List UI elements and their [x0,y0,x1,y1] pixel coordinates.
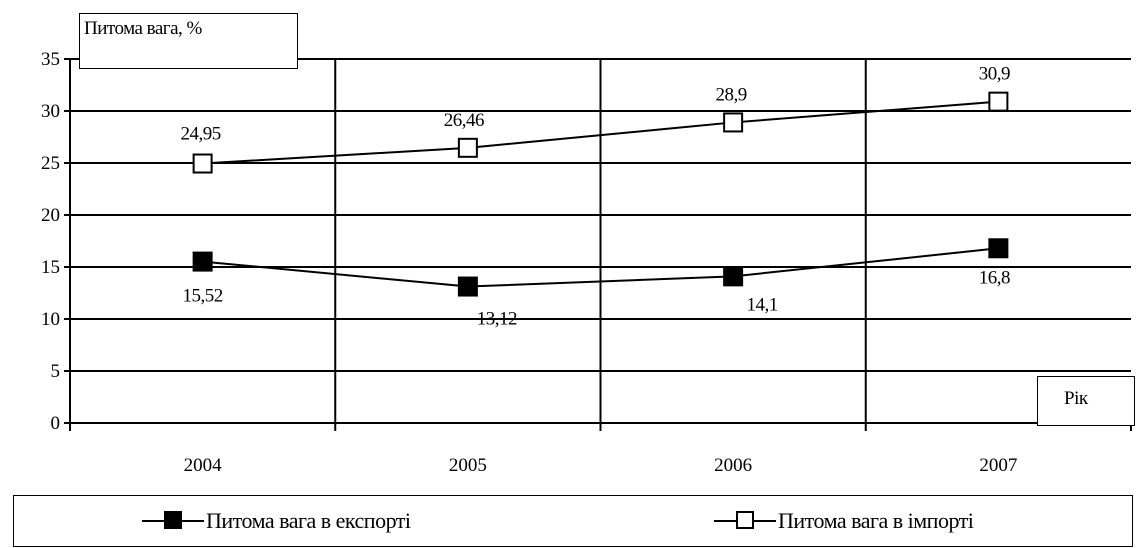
filled-square-marker-icon [142,510,204,532]
x-axis-title-box: Рік [1037,376,1135,426]
data-label: 16,8 [979,267,1010,288]
series-line-0 [202,247,999,288]
data-label: 14,1 [747,294,778,315]
data-point-import [457,137,478,158]
x-tick-label: 2005 [449,455,487,476]
y-axis-title-box: Питома вага, % [79,13,298,69]
y-tick-label: 0 [51,413,61,434]
data-point-import [192,153,213,174]
y-tick-label: 25 [41,153,60,174]
data-point-export [192,251,213,272]
data-label: 30,9 [979,64,1010,85]
data-point-export [988,238,1009,259]
data-point-export [457,276,478,297]
y-tick-label: 5 [51,361,61,382]
y-tick-label: 20 [41,205,60,226]
legend-item-export: Питома вага в експорті [142,496,411,546]
series-line-1 [202,100,999,165]
y-axis-title: Питома вага, % [84,18,202,39]
x-tick-label: 2007 [979,455,1017,476]
y-tick-label: 30 [41,101,60,122]
legend: Питома вага в експорті Питома вага в імп… [13,495,1133,547]
legend-label-export: Питома вага в експорті [206,508,411,533]
data-label: 13,12 [477,309,517,330]
x-tick-label: 2004 [184,455,223,476]
data-label: 26,46 [444,110,484,131]
x-axis-title: Рік [1064,388,1088,409]
data-label: 28,9 [716,84,747,105]
chart-plot: 0 5 10 15 20 25 30 35 2004 2005 2006 2007 15,52 13,12… [41,49,1132,476]
y-tick-label: 15 [41,257,60,278]
data-label: 15,52 [183,286,223,307]
legend-label-import: Питома вага в імпорті [778,508,974,533]
y-tick-label: 10 [41,309,60,330]
data-label: 24,95 [181,124,221,145]
x-tick-label: 2006 [714,455,752,476]
data-point-import [723,112,744,133]
legend-item-import: Питома вага в імпорті [714,496,974,546]
data-point-import [988,91,1009,112]
y-tick-label: 35 [41,49,60,70]
data-point-export [723,266,744,287]
hollow-square-marker-icon [714,510,776,532]
